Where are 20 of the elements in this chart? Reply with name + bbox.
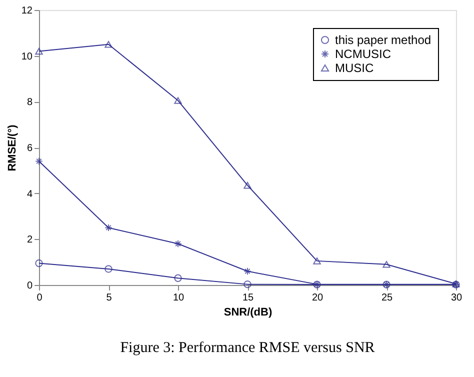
x-tick-label: 30 [450,292,462,304]
y-tick-label: 4 [26,188,33,200]
y-tick-label: 10 [21,51,33,62]
x-tick-label: 10 [172,292,184,304]
x-tick-label: 20 [312,292,324,304]
x-tick-label: 25 [381,292,393,304]
x-tick-label: 0 [36,292,43,304]
x-tick-label: 15 [242,292,254,304]
y-tick-label: 6 [26,143,33,154]
y-tick-label: 12 [21,6,33,16]
y-axis-title: RMSE/(°) [6,124,18,172]
y-tick-label: 8 [26,97,33,108]
legend-label: NCMUSIC [335,47,392,61]
legend-label: this paper method [335,33,432,47]
y-tick-label: 2 [26,234,33,246]
x-tick-label: 5 [106,292,112,304]
caption: Figure 3: Performance RMSE versus SNR [120,340,375,356]
legend-label: MUSIC [335,61,374,75]
x-axis-title: SNR/(dB) [224,306,272,318]
y-tick-label: 0 [26,280,33,292]
